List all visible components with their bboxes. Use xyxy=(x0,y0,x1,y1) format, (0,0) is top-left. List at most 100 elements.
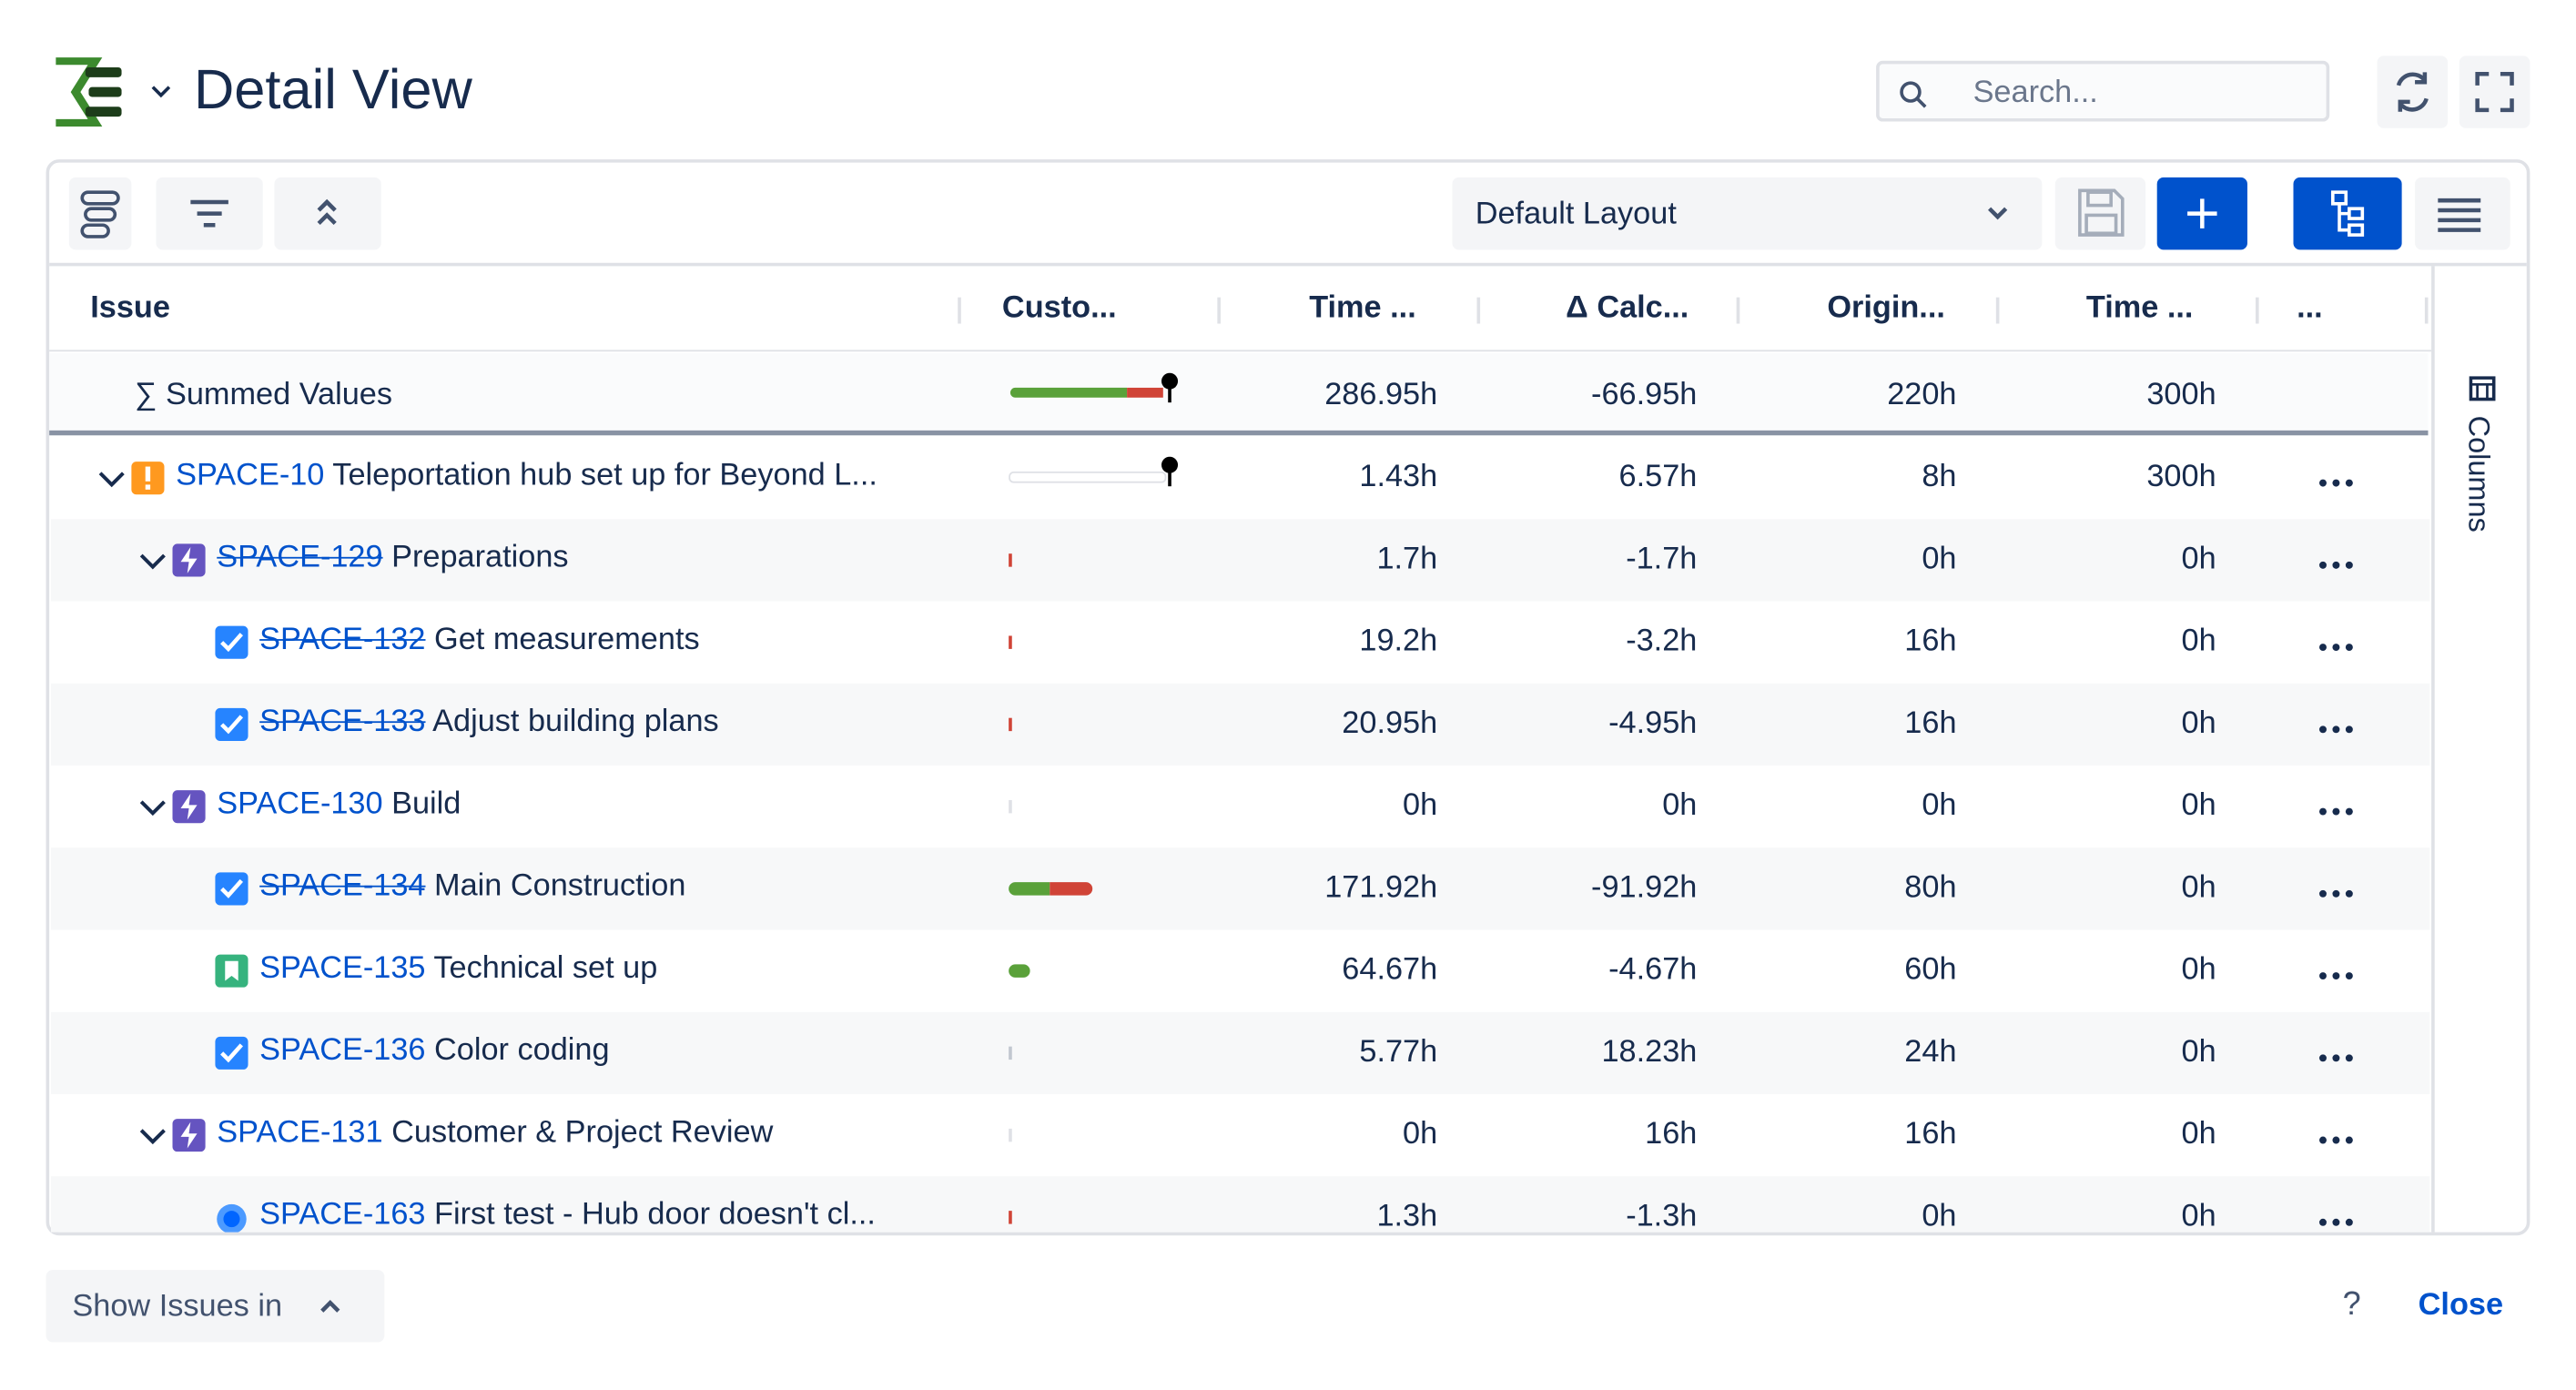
refresh-button[interactable] xyxy=(2377,56,2449,128)
filter-button[interactable] xyxy=(156,177,263,250)
progress-tick xyxy=(1009,1211,1012,1224)
issue-key[interactable]: SPACE-135 xyxy=(259,950,426,986)
issue-key[interactable]: SPACE-129 xyxy=(217,540,383,575)
expand-chevron[interactable] xyxy=(138,1127,167,1147)
dot xyxy=(2319,1054,2327,1062)
row-actions[interactable] xyxy=(2318,725,2355,735)
issue-row: SPACE-136 Color coding 5.77h 18.23h 24h 0h xyxy=(50,1011,2430,1094)
dot xyxy=(2345,1218,2353,1226)
progress-tick xyxy=(1009,553,1012,567)
search-box[interactable]: Search... xyxy=(1876,60,2330,122)
column-header[interactable]: Origin... xyxy=(1827,290,1945,326)
row-actions[interactable] xyxy=(2318,807,2355,817)
icon-part xyxy=(220,715,243,735)
progress-green xyxy=(1009,387,1128,398)
icon-part xyxy=(220,633,243,653)
refresh-icon xyxy=(2396,72,2429,112)
issue-key[interactable]: SPACE-134 xyxy=(259,868,426,904)
expand-chevron[interactable] xyxy=(138,798,167,818)
search-placeholder: Search... xyxy=(1973,76,2098,110)
summary-value: 286.95h xyxy=(1324,378,1438,413)
summary-row-bg xyxy=(49,353,2429,432)
issue-key[interactable]: SPACE-132 xyxy=(259,623,426,657)
issue-cell: SPACE-133 Adjust building plans xyxy=(259,705,719,741)
add-button[interactable] xyxy=(2156,177,2247,250)
layout-dropdown[interactable]: Default Layout xyxy=(1452,177,2043,250)
row-actions[interactable] xyxy=(2318,1135,2355,1145)
issue-key[interactable]: SPACE-163 xyxy=(259,1197,426,1233)
issue-value: 0h xyxy=(2181,1117,2216,1152)
columns-tab[interactable]: Columns xyxy=(2462,415,2496,533)
issue-type-icon xyxy=(215,872,248,906)
issue-key[interactable]: SPACE-133 xyxy=(259,705,426,740)
progress-pin xyxy=(1168,464,1171,487)
issue-value: 0h xyxy=(2181,870,2216,906)
close-button[interactable]: Close xyxy=(2418,1287,2504,1323)
dot xyxy=(2332,1136,2340,1144)
issue-cell: SPACE-135 Technical set up xyxy=(259,951,657,988)
issue-key[interactable]: SPACE-130 xyxy=(217,786,383,822)
issue-value: 0h xyxy=(1922,542,1957,577)
issue-value: 0h xyxy=(2181,1199,2216,1233)
row-actions[interactable] xyxy=(2318,1217,2355,1227)
progress-tick xyxy=(1009,1046,1012,1060)
issue-key[interactable]: SPACE-131 xyxy=(217,1115,383,1151)
progress-pin-head xyxy=(1161,372,1179,390)
icon-part xyxy=(220,1043,243,1063)
expand-chevron[interactable] xyxy=(138,552,167,572)
row-actions[interactable] xyxy=(2318,560,2355,570)
help[interactable]: ? xyxy=(2342,1286,2361,1323)
column-header[interactable]: Time ... xyxy=(1309,290,1416,326)
column-header[interactable]: Custo... xyxy=(1001,290,1117,326)
column-header[interactable]: Issue xyxy=(90,290,170,326)
group-icon xyxy=(80,190,120,238)
row-actions[interactable] xyxy=(2318,971,2355,981)
column-header[interactable]: Δ Calc... xyxy=(1566,290,1689,326)
issue-summary: Build xyxy=(391,786,461,822)
summary-value: -66.95h xyxy=(1591,378,1698,413)
column-header[interactable]: Time ... xyxy=(2085,290,2194,326)
search-icon xyxy=(1900,81,1927,108)
fullscreen-icon xyxy=(2475,71,2514,113)
dot xyxy=(2319,561,2327,569)
row-actions[interactable] xyxy=(2318,1053,2355,1063)
collapse-button[interactable] xyxy=(274,177,381,250)
tree-view-button[interactable] xyxy=(2293,177,2402,250)
issue-value: 60h xyxy=(1904,952,1957,988)
logo-dropdown[interactable] xyxy=(149,84,172,100)
expand-chevron[interactable] xyxy=(96,470,126,490)
row-actions[interactable] xyxy=(2318,478,2355,488)
progress-red xyxy=(1050,882,1093,896)
dot xyxy=(2319,479,2327,487)
collapse-icon xyxy=(317,198,337,226)
fullscreen-button[interactable] xyxy=(2459,56,2530,128)
group-button[interactable] xyxy=(68,177,132,250)
icon-part xyxy=(180,793,198,820)
dot xyxy=(2319,807,2327,816)
icon-part xyxy=(180,1121,198,1149)
issue-cell: SPACE-131 Customer & Project Review xyxy=(217,1115,773,1152)
dot xyxy=(2345,807,2353,816)
dot xyxy=(2319,889,2327,898)
row-actions[interactable] xyxy=(2318,888,2355,898)
column-header[interactable]: ... xyxy=(2297,290,2323,326)
row-actions[interactable] xyxy=(2318,643,2355,653)
dot xyxy=(2345,725,2353,734)
issue-value: 0h xyxy=(2181,952,2216,988)
issue-cell: SPACE-134 Main Construction xyxy=(259,869,685,906)
issue-value: 0h xyxy=(1662,788,1698,824)
show-issues-button[interactable]: Show Issues in xyxy=(46,1270,385,1343)
save-button[interactable] xyxy=(2054,177,2146,250)
issue-value: 1.7h xyxy=(1376,542,1438,577)
issue-key[interactable]: SPACE-10 xyxy=(176,458,325,493)
issue-value: 20.95h xyxy=(1342,706,1438,741)
issue-key[interactable]: SPACE-136 xyxy=(259,1033,426,1069)
list-view-button[interactable] xyxy=(2415,177,2510,250)
dot xyxy=(2345,972,2353,980)
column-separator xyxy=(1736,297,1740,324)
issue-value: 1.3h xyxy=(1376,1199,1438,1233)
issue-value: -4.67h xyxy=(1608,952,1698,988)
icon-part xyxy=(145,466,151,482)
issue-row: SPACE-130 Build 0h 0h 0h 0h xyxy=(50,766,2430,848)
